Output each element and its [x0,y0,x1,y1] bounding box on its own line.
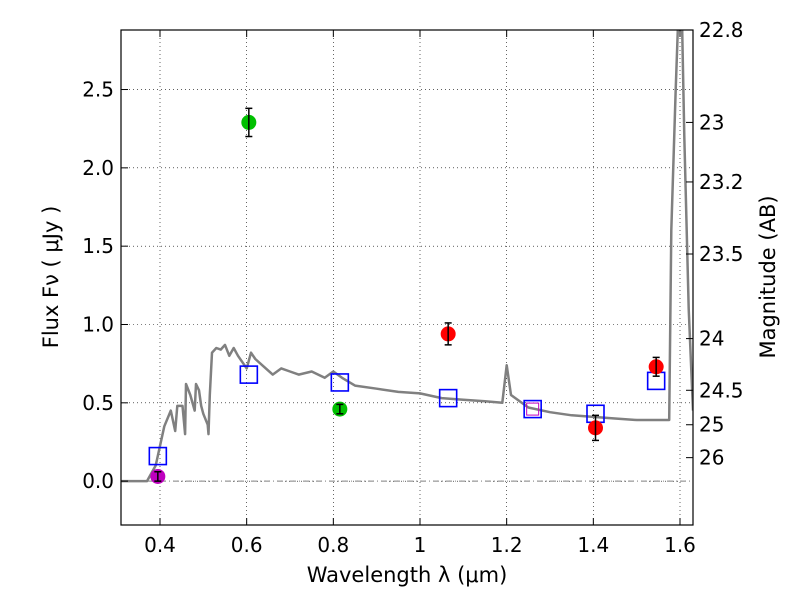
model-photometry-square [330,373,350,392]
y2-axis-label: Magnitude (AB) [756,195,780,358]
model-photometry-square [239,365,259,384]
model-photometry-square [148,446,168,466]
y-tick-label: 1.5 [82,234,114,258]
y-tick-label: 2.5 [82,78,114,102]
y-tick-label: 0.0 [82,469,114,493]
y-axis-magnitude: 22.8 23 23.2 23.5 24 24.5 25 26 [686,18,744,470]
model-photometry-square [523,399,542,419]
magnitude-tick-label: 23 [699,110,724,134]
x-tick-label: 0.4 [144,533,176,557]
magnitude-tick-label: 24.5 [699,378,744,402]
x-tick-label: 1.4 [577,533,609,557]
x-tick-label: 1.2 [491,533,523,557]
x-tick-label: 0.6 [231,533,263,557]
y-tick-label: 2.0 [82,156,114,180]
model-photometry-square [438,388,458,408]
y-axis-label: Flux Fν ( μJy ) [39,206,63,349]
magnitude-tick-label: 24 [699,327,724,351]
magnitude-tick-label: 26 [699,446,724,470]
y-tick-label: 1.0 [82,312,114,336]
x-tick-label: 0.8 [317,533,349,557]
x-axis-label: Wavelength λ (μm) [307,563,508,587]
magnitude-tick-label: 22.8 [699,18,744,42]
x-axis: 0.4 0.6 0.8 1 1.2 1.4 1.6 [144,30,696,557]
x-tick-label: 1 [414,533,427,557]
y-tick-label: 0.5 [82,391,114,415]
magnitude-tick-label: 25 [699,413,724,437]
magnitude-tick-label: 23.2 [699,170,744,194]
model-spectrum-line [121,30,693,483]
inner-square-marker [526,402,540,416]
magnitude-tick-label: 23.5 [699,242,744,266]
y-axis-flux: 0.0 0.5 1.0 1.5 2.0 2.5 [82,78,128,493]
x-tick-label: 1.6 [664,533,696,557]
plot-content [121,30,693,484]
plot-frame [120,29,694,526]
